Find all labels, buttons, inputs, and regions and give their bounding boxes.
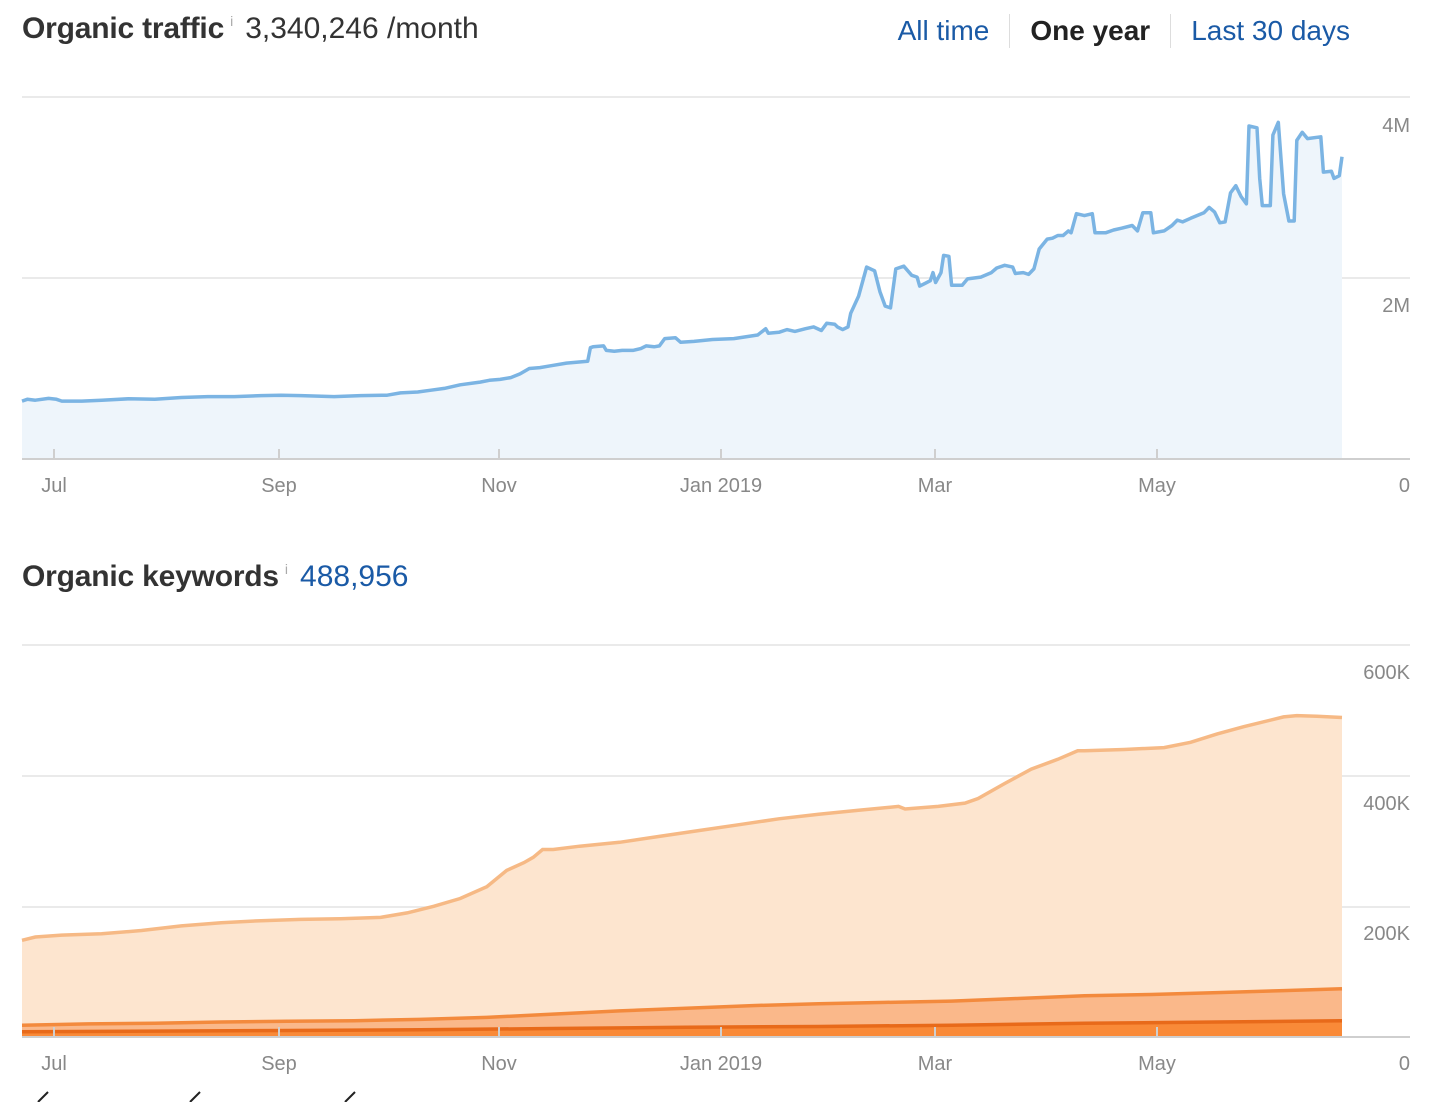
x-tick-label: Mar	[918, 1053, 953, 1075]
range-all-time[interactable]: All time	[897, 15, 990, 46]
range-divider	[1170, 14, 1172, 48]
traffic-x-axis: Jul Sep Nov Jan 2019 Mar May	[41, 475, 1176, 497]
traffic-title: Organic traffic	[22, 12, 225, 45]
x-tick-label: May	[1138, 475, 1176, 497]
y-tick-label: 4M	[1382, 115, 1410, 137]
y-tick-label: 200K	[1363, 923, 1410, 945]
x-tick-label: Sep	[261, 475, 297, 497]
y-tick-label: 0	[1399, 1053, 1410, 1075]
traffic-chart: Jul Sep Nov Jan 2019 Mar May 4M 2M 0	[21, 96, 1410, 497]
keywords-line-all	[21, 713, 1343, 942]
traffic-header: Organic traffic i 3,340,246 /month	[22, 12, 479, 46]
keywords-info-icon[interactable]: i	[284, 561, 289, 577]
range-divider	[1009, 14, 1011, 48]
y-tick-label: 400K	[1363, 793, 1410, 815]
keywords-line-top	[21, 1018, 1343, 1034]
cropped-next-section	[37, 1091, 356, 1102]
traffic-line	[21, 120, 1344, 403]
keywords-line-mid	[21, 986, 1343, 1027]
keywords-y-axis: 600K 400K 200K 0	[1363, 662, 1410, 1075]
range-one-year[interactable]: One year	[1030, 15, 1151, 46]
keywords-area-all	[22, 715, 1342, 1026]
traffic-area	[22, 122, 1342, 460]
x-tick-label: May	[1138, 1053, 1176, 1075]
traffic-info-icon[interactable]: i	[230, 13, 234, 29]
x-tick-label: Nov	[481, 1053, 517, 1075]
x-tick-label: Jan 2019	[680, 475, 762, 497]
keywords-axis	[22, 1027, 1410, 1038]
traffic-y-axis: 4M 2M 0	[1382, 115, 1410, 497]
keywords-header: Organic keywords i 488,956	[22, 560, 408, 594]
traffic-axis	[22, 449, 1410, 460]
y-tick-label: 600K	[1363, 662, 1410, 684]
traffic-value: 3,340,246 /month	[245, 12, 479, 45]
y-tick-label: 2M	[1382, 295, 1410, 317]
x-tick-label: Jul	[41, 1053, 67, 1075]
keywords-title: Organic keywords	[22, 560, 279, 593]
x-tick-label: Mar	[918, 475, 953, 497]
x-tick-label: Nov	[481, 475, 517, 497]
keywords-value[interactable]: 488,956	[300, 560, 409, 593]
range-last-30-days[interactable]: Last 30 days	[1191, 15, 1350, 46]
x-tick-label: Sep	[261, 1053, 297, 1075]
y-tick-label: 0	[1399, 475, 1410, 497]
keywords-x-axis: Jul Sep Nov Jan 2019 Mar May	[41, 1053, 1176, 1075]
x-tick-label: Jan 2019	[680, 1053, 762, 1075]
x-tick-label: Jul	[41, 475, 67, 497]
range-selector: All time One year Last 30 days	[878, 14, 1370, 48]
